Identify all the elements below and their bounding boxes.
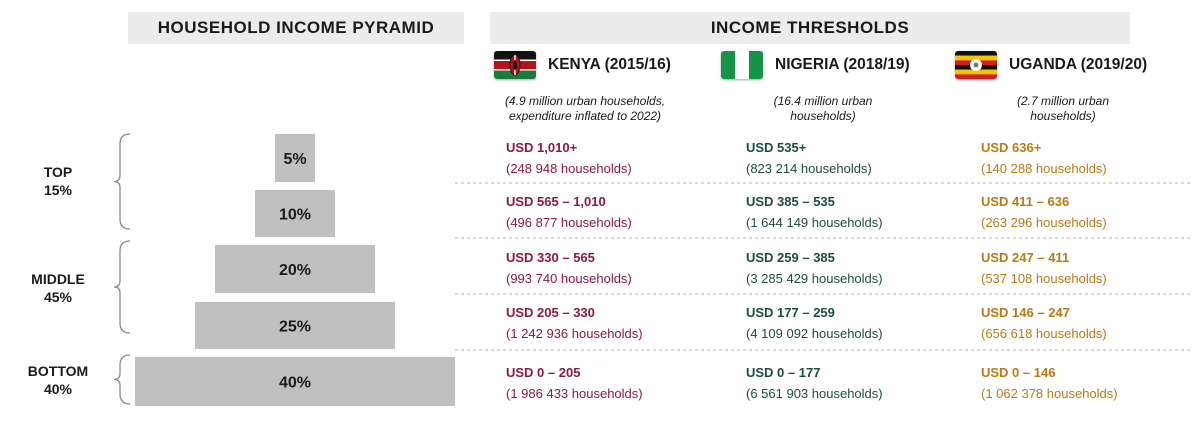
range-value: USD 411 – 636: [981, 194, 1070, 209]
pyramid-bar: [275, 134, 315, 182]
cell-nigeria-tier2: USD 385 – 535 (1 644 149 households): [746, 191, 883, 233]
pyramid-bar: [215, 245, 375, 293]
group-top-share: 15%: [43, 182, 73, 198]
range-value: USD 535+: [746, 140, 807, 155]
range-value: USD 0 – 177: [746, 365, 821, 380]
income-thresholds-header: INCOME THRESHOLDS: [490, 12, 1130, 44]
households-value: (496 877 households): [506, 215, 632, 230]
households-value: (4 109 092 households): [746, 326, 883, 341]
range-value: USD 565 – 1,010: [506, 194, 606, 209]
note-uganda-line1: (2.7 million urban: [1016, 94, 1110, 108]
note-nigeria: (16.4 million urban households): [748, 94, 898, 124]
range-value: USD 146 – 247: [981, 305, 1070, 320]
range-value: USD 385 – 535: [746, 194, 835, 209]
households-value: (656 618 households): [981, 326, 1107, 341]
households-value: (248 948 households): [506, 161, 632, 176]
pyramid-header: HOUSEHOLD INCOME PYRAMID: [128, 12, 464, 44]
cell-kenya-tier1: USD 1,010+ (248 948 households): [506, 137, 632, 179]
cell-nigeria-tier3: USD 259 – 385 (3 285 429 households): [746, 247, 883, 289]
cell-kenya-tier3: USD 330 – 565 (993 740 households): [506, 247, 632, 289]
country-heading-kenya: KENYA (2015/16): [494, 50, 671, 80]
households-value: (1 242 936 households): [506, 326, 643, 341]
note-kenya-line1: (4.9 million urban households,: [504, 94, 666, 108]
cell-kenya-tier2: USD 565 – 1,010 (496 877 households): [506, 191, 632, 233]
pyramid-bar: [255, 190, 335, 237]
pyramid-bar-label: 10%: [279, 207, 311, 224]
range-value: USD 0 – 205: [506, 365, 581, 380]
uganda-flag-icon: [955, 51, 997, 79]
cell-nigeria-tier1: USD 535+ (823 214 households): [746, 137, 872, 179]
note-kenya-line2: expenditure inflated to 2022): [508, 109, 662, 123]
cell-nigeria-tier4: USD 177 – 259 (4 109 092 households): [746, 302, 883, 344]
cell-uganda-tier2: USD 411 – 636 (263 296 households): [981, 191, 1107, 233]
households-value: (3 285 429 households): [746, 271, 883, 286]
group-top-name: TOP: [43, 164, 73, 180]
range-value: USD 247 – 411: [981, 250, 1070, 265]
cell-kenya-tier4: USD 205 – 330 (1 242 936 households): [506, 302, 643, 344]
households-value: (1 062 378 households): [981, 386, 1118, 401]
range-value: USD 330 – 565: [506, 250, 595, 265]
cell-kenya-tier5: USD 0 – 205 (1 986 433 households): [506, 362, 643, 404]
pyramid-bar: [135, 357, 455, 406]
households-value: (1 644 149 households): [746, 215, 883, 230]
pyramid-bar-label: 5%: [283, 151, 306, 168]
group-bracket: [113, 354, 131, 405]
pyramid-bar: [195, 302, 395, 349]
range-value: USD 205 – 330: [506, 305, 595, 320]
households-value: (537 108 households): [981, 271, 1107, 286]
households-value: (263 296 households): [981, 215, 1107, 230]
households-value: (993 740 households): [506, 271, 632, 286]
group-label-bottom: BOTTOM 40%: [0, 362, 116, 398]
note-nigeria-line2: households): [790, 109, 856, 123]
range-value: USD 259 – 385: [746, 250, 835, 265]
pyramid-bar-label: 20%: [279, 262, 311, 279]
cell-uganda-tier4: USD 146 – 247 (656 618 households): [981, 302, 1107, 344]
cell-uganda-tier3: USD 247 – 411 (537 108 households): [981, 247, 1107, 289]
country-heading-nigeria: NIGERIA (2018/19): [721, 50, 910, 80]
group-bracket: [113, 133, 131, 230]
note-kenya: (4.9 million urban households, expenditu…: [490, 94, 680, 124]
kenya-flag-icon: [494, 51, 536, 79]
cell-nigeria-tier5: USD 0 – 177 (6 561 903 households): [746, 362, 883, 404]
group-middle-share: 45%: [43, 289, 73, 305]
range-value: USD 0 – 146: [981, 365, 1056, 380]
range-value: USD 177 – 259: [746, 305, 835, 320]
range-value: USD 1,010+: [506, 140, 578, 155]
group-label-top: TOP 15%: [0, 163, 116, 199]
households-value: (140 288 households): [981, 161, 1107, 176]
cell-uganda-tier1: USD 636+ (140 288 households): [981, 137, 1107, 179]
country-heading-uganda: UGANDA (2019/20): [955, 50, 1147, 80]
group-bottom-name: BOTTOM: [27, 363, 89, 379]
country-name-nigeria: NIGERIA (2018/19): [775, 56, 910, 73]
group-bottom-share: 40%: [43, 381, 73, 397]
pyramid-bar-label: 40%: [279, 375, 311, 392]
group-middle-name: MIDDLE: [31, 271, 85, 287]
note-uganda-line2: households): [1030, 109, 1096, 123]
nigeria-flag-icon: [721, 51, 763, 79]
cell-uganda-tier5: USD 0 – 146 (1 062 378 households): [981, 362, 1118, 404]
group-bracket: [113, 240, 131, 334]
country-name-kenya: KENYA (2015/16): [548, 56, 671, 73]
households-value: (1 986 433 households): [506, 386, 643, 401]
note-nigeria-line1: (16.4 million urban: [773, 94, 873, 108]
households-value: (823 214 households): [746, 161, 872, 176]
country-name-uganda: UGANDA (2019/20): [1009, 56, 1148, 73]
pyramid-bar-label: 25%: [279, 319, 311, 336]
households-value: (6 561 903 households): [746, 386, 883, 401]
note-uganda: (2.7 million urban households): [988, 94, 1138, 124]
range-value: USD 636+: [981, 140, 1042, 155]
group-label-middle: MIDDLE 45%: [0, 270, 116, 306]
